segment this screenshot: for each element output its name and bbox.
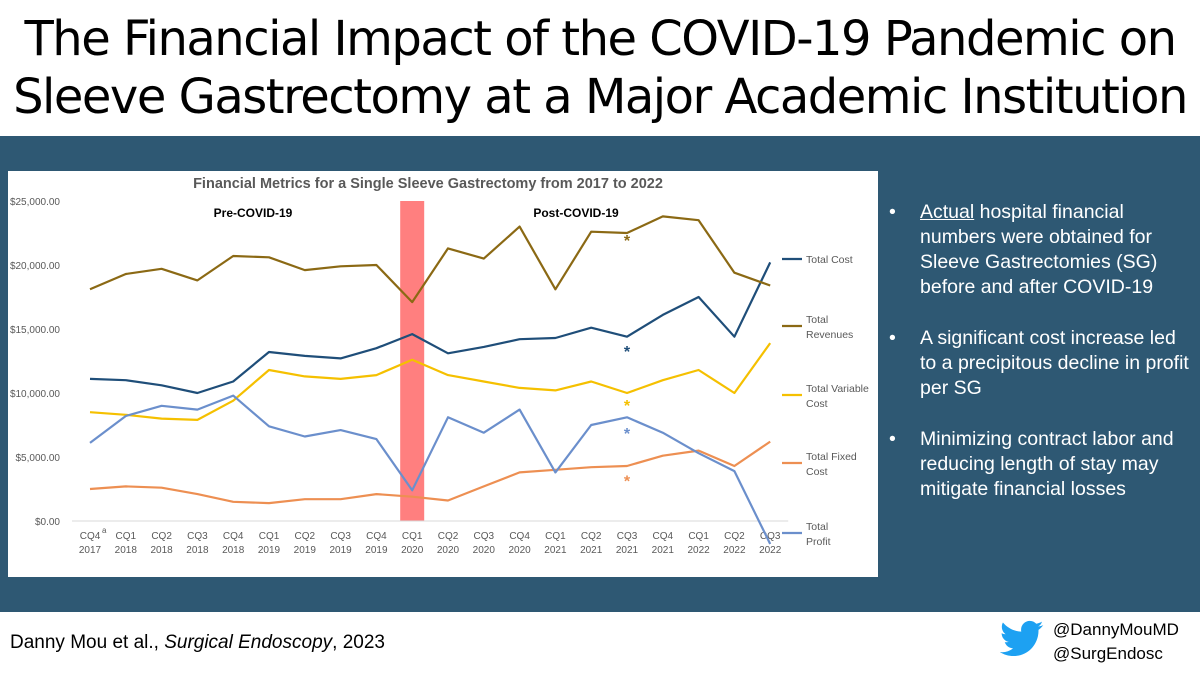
x-tick-quarter-13: CQ1 — [545, 531, 566, 542]
series-line-total-fixed-cost — [89, 440, 771, 505]
x-tick-year-1: 2018 — [115, 545, 138, 556]
bullet-3-text: Minimizing contract labor and reducing l… — [920, 428, 1174, 500]
handle-surgendosc[interactable]: @SurgEndosc — [1053, 644, 1163, 663]
x-tick-superscript: a — [102, 526, 107, 535]
x-tick-year-15: 2021 — [616, 545, 639, 556]
legend-label-total-profit-cont: Profit — [806, 536, 831, 548]
chart-title: Financial Metrics for a Single Sleeve Ga… — [193, 176, 663, 192]
asterisk-total-fixed-cost: * — [624, 473, 631, 490]
series-line-total-profit — [89, 394, 772, 545]
y-tick-label-1: $5,000.00 — [16, 453, 61, 464]
x-tick-quarter-8: CQ4 — [366, 531, 387, 542]
bullet-3: • Minimizing contract labor and reducing… — [880, 427, 1195, 502]
x-tick-year-0: 2017 — [79, 545, 102, 556]
pre-covid-label: Pre-COVID-19 — [214, 206, 293, 220]
x-tick-quarter-18: CQ2 — [724, 531, 745, 542]
series-line-total-variable-cost — [89, 342, 772, 421]
x-tick-quarter-17: CQ1 — [688, 531, 709, 542]
x-tick-quarter-3: CQ3 — [187, 531, 208, 542]
y-tick-label-0: $0.00 — [35, 517, 60, 528]
x-tick-year-6: 2019 — [294, 545, 317, 556]
x-tick-quarter-1: CQ1 — [116, 531, 137, 542]
x-tick-year-7: 2019 — [329, 545, 352, 556]
bullet-2-text: A significant cost increase led to a pre… — [920, 327, 1189, 399]
asterisk-total-cost: * — [624, 344, 631, 361]
legend-label-total-revenues: Total — [806, 314, 828, 326]
x-tick-year-4: 2018 — [222, 545, 245, 556]
x-tick-year-12: 2020 — [508, 545, 531, 556]
x-tick-quarter-19: CQ3 — [760, 531, 781, 542]
bullet-list: • Actual hospital financial numbers were… — [880, 200, 1195, 528]
twitter-bird-icon — [1000, 620, 1044, 657]
x-tick-year-8: 2019 — [365, 545, 388, 556]
legend-label-total-fixed-cost: Total Fixed — [806, 451, 857, 463]
legend-label-total-variable-cost: Total Variable — [806, 383, 869, 395]
series-line-total-revenues — [89, 215, 771, 304]
x-tick-quarter-9: CQ1 — [402, 531, 423, 542]
citation-journal: Surgical Endoscopy — [164, 632, 333, 653]
bullet-3-marker: • — [889, 428, 896, 450]
x-tick-quarter-0: CQ4 — [80, 531, 101, 542]
x-tick-quarter-6: CQ2 — [295, 531, 316, 542]
slide-title-line-2: Sleeve Gastrectomy at a Major Academic I… — [13, 69, 1188, 125]
x-tick-year-13: 2021 — [544, 545, 567, 556]
x-tick-quarter-12: CQ4 — [509, 531, 530, 542]
x-tick-quarter-11: CQ3 — [474, 531, 495, 542]
y-tick-label-3: $15,000.00 — [10, 325, 60, 336]
bullet-1-marker: • — [889, 201, 896, 223]
x-tick-year-19: 2022 — [759, 545, 782, 556]
x-tick-year-10: 2020 — [437, 545, 460, 556]
x-tick-year-11: 2020 — [473, 545, 496, 556]
x-tick-year-5: 2019 — [258, 545, 281, 556]
citation-authors: Danny Mou et al., — [10, 632, 165, 653]
x-tick-quarter-14: CQ2 — [581, 531, 602, 542]
x-tick-year-14: 2021 — [580, 545, 603, 556]
bullet-2: • A significant cost increase led to a p… — [880, 326, 1195, 401]
x-tick-year-3: 2018 — [186, 545, 209, 556]
citation: Danny Mou et al., Surgical Endoscopy, 20… — [10, 632, 385, 654]
series-line-total-cost — [89, 261, 772, 395]
bullet-1-underlined: Actual — [920, 201, 975, 223]
slide-title-line-1: The Financial Impact of the COVID-19 Pan… — [24, 11, 1177, 67]
covid-band — [400, 201, 425, 521]
x-tick-quarter-4: CQ4 — [223, 531, 244, 542]
y-tick-label-2: $10,000.00 — [10, 389, 60, 400]
legend-label-total-fixed-cost-cont: Cost — [806, 466, 828, 478]
x-tick-quarter-15: CQ3 — [617, 531, 638, 542]
bullet-1-text: hospital financial numbers were obtained… — [920, 201, 1158, 298]
asterisk-total-profit: * — [624, 426, 631, 443]
x-tick-quarter-16: CQ4 — [653, 531, 674, 542]
bullet-2-marker: • — [889, 327, 896, 349]
slide-title: The Financial Impact of the COVID-19 Pan… — [0, 10, 1200, 126]
chart-panel: Financial Metrics for a Single Sleeve Ga… — [8, 171, 878, 577]
x-tick-year-18: 2022 — [723, 545, 746, 556]
social-handles: @DannyMouMD @SurgEndosc — [1053, 618, 1179, 666]
legend-label-total-variable-cost-cont: Cost — [806, 398, 828, 410]
legend-label-total-revenues-cont: Revenues — [806, 329, 853, 341]
line-chart: Financial Metrics for a Single Sleeve Ga… — [10, 176, 869, 556]
x-tick-year-16: 2021 — [652, 545, 675, 556]
asterisk-total-variable-cost: * — [624, 398, 631, 415]
post-covid-label: Post-COVID-19 — [533, 206, 619, 220]
asterisk-total-revenues: * — [624, 233, 631, 250]
x-tick-quarter-2: CQ2 — [151, 531, 172, 542]
y-tick-label-4: $20,000.00 — [10, 261, 60, 272]
y-tick-label-5: $25,000.00 — [10, 197, 60, 208]
bullet-1: • Actual hospital financial numbers were… — [880, 200, 1195, 300]
x-tick-quarter-5: CQ1 — [259, 531, 280, 542]
x-tick-year-17: 2022 — [687, 545, 710, 556]
x-tick-year-2: 2018 — [150, 545, 173, 556]
x-tick-quarter-10: CQ2 — [438, 531, 459, 542]
handle-dannymoumd[interactable]: @DannyMouMD — [1053, 620, 1179, 639]
x-tick-year-9: 2020 — [401, 545, 424, 556]
citation-year: , 2023 — [332, 632, 385, 653]
legend-label-total-profit: Total — [806, 521, 828, 533]
legend-label-total-cost: Total Cost — [806, 254, 853, 266]
x-tick-quarter-7: CQ3 — [330, 531, 351, 542]
